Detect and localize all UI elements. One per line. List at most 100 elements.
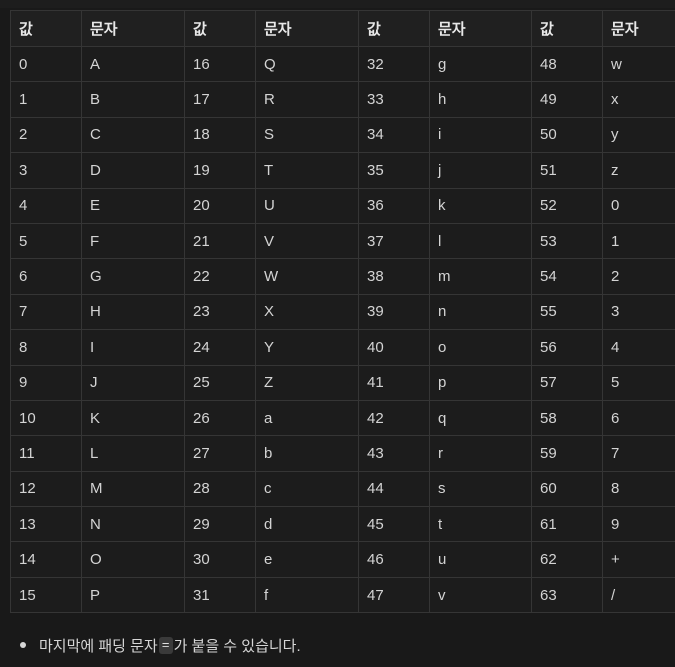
value-cell: 51 [531,152,603,189]
char-cell: 6 [602,399,675,437]
value-cell: 57 [531,364,603,401]
value-cell: 1 [10,81,82,118]
value-cell: 40 [358,329,430,366]
table-row: 5 F 21 V 37 l 53 1 [10,222,675,260]
char-cell: u [429,541,532,578]
value-cell: 4 [10,187,82,224]
header-char: 문자 [429,10,532,47]
char-cell: l [429,222,532,260]
value-cell: 25 [184,364,256,401]
char-cell: / [602,576,675,614]
value-cell: 21 [184,222,256,260]
char-cell: O [81,541,185,578]
value-cell: 5 [10,222,82,260]
char-cell: P [81,576,185,614]
char-cell: Z [255,364,359,401]
padding-note: 마지막에 패딩 문자 = 가 붙을 수 있습니다. [20,632,301,658]
value-cell: 28 [184,470,256,508]
table-row: 7 H 23 X 39 n 55 3 [10,293,675,331]
char-cell: 3 [602,293,675,331]
table-row: 4 E 20 U 36 k 52 0 [10,187,675,224]
value-cell: 10 [10,399,82,437]
char-cell: 5 [602,364,675,401]
value-cell: 33 [358,81,430,118]
value-cell: 3 [10,152,82,189]
char-cell: L [81,435,185,472]
header-value: 값 [10,10,82,47]
char-cell: z [602,152,675,189]
char-cell: y [602,116,675,154]
value-cell: 37 [358,222,430,260]
value-cell: 11 [10,435,82,472]
value-cell: 12 [10,470,82,508]
value-cell: 47 [358,576,430,614]
char-cell: V [255,222,359,260]
value-cell: 14 [10,541,82,578]
header-char: 문자 [602,10,675,47]
table-body: 0 A 16 Q 32 g 48 w 1 B 17 R 33 h 49 x 2 C 18 S 34 i 50 y 3 D 19 T 35… [10,45,675,614]
char-cell: B [81,81,185,118]
char-cell: 0 [602,187,675,224]
char-cell: + [602,541,675,578]
char-cell: d [255,506,359,543]
char-cell: h [429,81,532,118]
table-row: 6 G 22 W 38 m 54 2 [10,258,675,295]
char-cell: Q [255,45,359,83]
char-cell: S [255,116,359,154]
char-cell: a [255,399,359,437]
value-cell: 39 [358,293,430,331]
value-cell: 17 [184,81,256,118]
table-row: 15 P 31 f 47 v 63/ [10,576,675,614]
char-cell: b [255,435,359,472]
char-cell: r [429,435,532,472]
char-cell: w [602,45,675,83]
char-cell: m [429,258,532,295]
char-cell: G [81,258,185,295]
char-cell: D [81,152,185,189]
table-row: 1 B 17 R 33 h 49 x [10,81,675,118]
value-cell: 55 [531,293,603,331]
char-cell: F [81,222,185,260]
char-cell: 4 [602,329,675,366]
value-cell: 45 [358,506,430,543]
char-cell: U [255,187,359,224]
char-cell: I [81,329,185,366]
value-cell: 61 [531,506,603,543]
table-row: 14 O 30 e 46 u 62 + [10,541,675,578]
value-cell: 60 [531,470,603,508]
char-cell: K [81,399,185,437]
value-cell: 9 [10,364,82,401]
char-cell: k [429,187,532,224]
value-cell: 38 [358,258,430,295]
value-cell: 29 [184,506,256,543]
char-cell: 9 [602,506,675,543]
value-cell: 24 [184,329,256,366]
value-cell: 6 [10,258,82,295]
value-cell: 35 [358,152,430,189]
value-cell: 62 [531,541,603,578]
value-cell: 43 [358,435,430,472]
value-cell: 59 [531,435,603,472]
value-cell: 31 [184,576,256,614]
char-cell: s [429,470,532,508]
char-cell: J [81,364,185,401]
value-cell: 53 [531,222,603,260]
inline-code: = [158,636,173,654]
char-cell: A [81,45,185,83]
header-char: 문자 [81,10,185,47]
char-cell: 8 [602,470,675,508]
table-row: 8 I 24 Y 40 o 56 4 [10,329,675,366]
char-cell: n [429,293,532,331]
note-suffix: 가 붙을 수 있습니다. [173,637,301,655]
char-cell: H [81,293,185,331]
table-header: 값 문자 값 문자 값 문자 값 문자 [10,10,675,47]
value-cell: 8 [10,329,82,366]
char-cell: g [429,45,532,83]
char-cell: Y [255,329,359,366]
header-value: 값 [358,10,430,47]
base64-index-table: 값 문자 값 문자 값 문자 값 문자 0 A 16 Q 32 g 48 w 1 B 17 R 33 h 49 x 2 C 18 S… [10,10,675,614]
value-cell: 58 [531,399,603,437]
value-cell: 52 [531,187,603,224]
value-cell: 46 [358,541,430,578]
value-cell: 26 [184,399,256,437]
